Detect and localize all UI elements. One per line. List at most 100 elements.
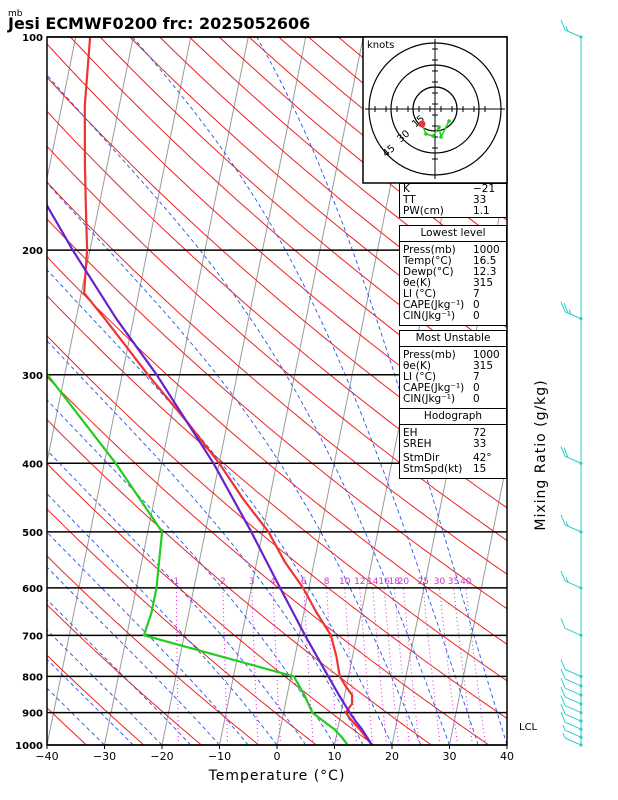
mixing-ratio-label: 2 [220,577,226,587]
lowest-level-title: Lowest level [400,226,506,242]
mixing-ratio-label: 12 [354,577,365,587]
moist-adiabat-line [47,687,105,745]
mixing-ratio-label: 4 [270,577,276,587]
indices-box: K −21 TT 33 PW(cm) 1.1 [399,183,507,218]
dry-adiabat-line [47,335,507,720]
hodograph-units-label: knots [367,40,394,51]
series-line-parcel [47,203,373,745]
wind-barb [560,570,583,590]
moist-adiabat-line [47,449,307,745]
mixing-ratio-label: 14 [367,577,379,587]
x-tick-label: −10 [208,750,231,763]
sounding-series [47,37,373,745]
mu-row: LI (°C) 7 [403,371,480,383]
moist-adiabat-line [47,658,134,745]
isotherm-line [47,37,77,182]
pressure-tick-label: 700 [22,631,43,642]
mixing-ratio-label: 25 [417,577,428,587]
dry-adiabat-line [69,37,507,416]
dry-adiabat-line [47,43,507,446]
ll-row: Press(mb) 1000 [403,244,500,256]
dry-adiabat-line [47,110,507,509]
x-tick-label: 40 [500,750,514,763]
moist-adiabat-line [47,74,450,745]
chart-title: Jesi ECMWF0200 frc: 2025052606 [7,14,310,33]
hodo-row: StmDir 42° [403,452,492,464]
wind-barbs [560,19,583,747]
mixing-ratio-line [272,587,281,745]
lowest-level-box: Lowest level Press(mb) 1000 Temp(°C) 16.5 … [399,225,507,326]
x-tick-label: −40 [35,750,58,763]
isotherm-line [161,37,307,745]
hodograph-point [437,125,441,129]
wind-barb [560,19,583,39]
isotherm-line [448,459,507,745]
mixing-ratio-label: 18 [389,577,401,587]
x-tick-label: −30 [93,750,116,763]
mixing-ratio-line [402,587,420,745]
hodo-row: StmSpd(kt) 15 [403,463,487,475]
dry-adiabat-line [47,76,507,477]
mixing-ratio-label: 30 [434,577,446,587]
wind-barb [560,659,583,678]
ll-row: Dewp(°C) 12.3 [403,266,497,278]
moist-adiabats [47,37,507,745]
wind-barb [560,301,583,321]
mixing-ratio-label: 1 [173,577,179,587]
wind-barb [560,703,583,723]
wind-barb [560,686,583,706]
ll-row: Temp(°C) 16.5 [403,255,497,267]
index-row-tt: TT 33 [403,194,487,206]
ll-row: LI (°C) 7 [403,288,480,300]
mixing-ratio-label: 40 [460,577,472,587]
hodograph-point [447,119,451,123]
ll-row: CIN(Jkg⁻¹) 0 [403,310,480,322]
mixing-ratio-lines [175,587,487,745]
storm-motion-marker [418,120,426,128]
dry-adiabat-line [47,654,145,745]
dry-adiabat-line [47,218,507,610]
pressure-tick-label: 1000 [15,741,43,752]
moist-adiabat-line [132,37,479,745]
ll-row: CAPE(Jkg⁻¹) 0 [403,299,480,311]
dry-adiabat-line [47,707,88,745]
x-tick-label: 10 [328,750,342,763]
dry-adiabats [0,21,618,760]
dry-adiabat-line [47,508,318,745]
moist-adiabat-line [47,182,422,745]
moist-adiabat-line [256,37,507,745]
dry-adiabat-line [47,604,203,745]
mixing-ratio-line [422,587,441,745]
pressure-tick-label: 300 [22,371,43,382]
isotherm-line [561,21,618,760]
mu-row: CIN(Jkg⁻¹) 0 [403,393,480,405]
dry-adiabat-line [47,294,507,682]
isotherm-line [0,21,21,760]
mu-row: Press(mb) 1000 [403,349,500,361]
moist-adiabat-line [47,531,249,745]
mixing-ratio-label: 35 [448,577,459,587]
x-tick-label: −20 [150,750,173,763]
dry-adiabat-line [47,145,507,542]
pressure-tick-label: 800 [22,672,43,683]
moist-adiabat-line [47,340,364,745]
mixing-ratio-line [465,587,487,745]
index-row-pw: PW(cm) 1.1 [403,205,490,217]
index-row-k: K −21 [403,183,496,195]
hodograph-point [439,135,443,139]
wind-barb [560,446,583,465]
mixing-ratio-label: 8 [324,577,330,587]
dry-adiabat-line [496,21,618,760]
wind-barb [560,695,583,715]
dry-adiabat-line [0,21,44,760]
mixing-ratio-line [453,587,473,745]
x-axis-label: Temperature (°C) [208,768,346,784]
dry-adiabat-line [47,376,490,745]
mixing-ratio-line [326,587,338,745]
pressure-tick-label: 200 [22,246,43,257]
series-line-temperature [83,37,373,745]
wind-barb [560,514,583,534]
pressure-tick-label: 900 [22,709,43,720]
